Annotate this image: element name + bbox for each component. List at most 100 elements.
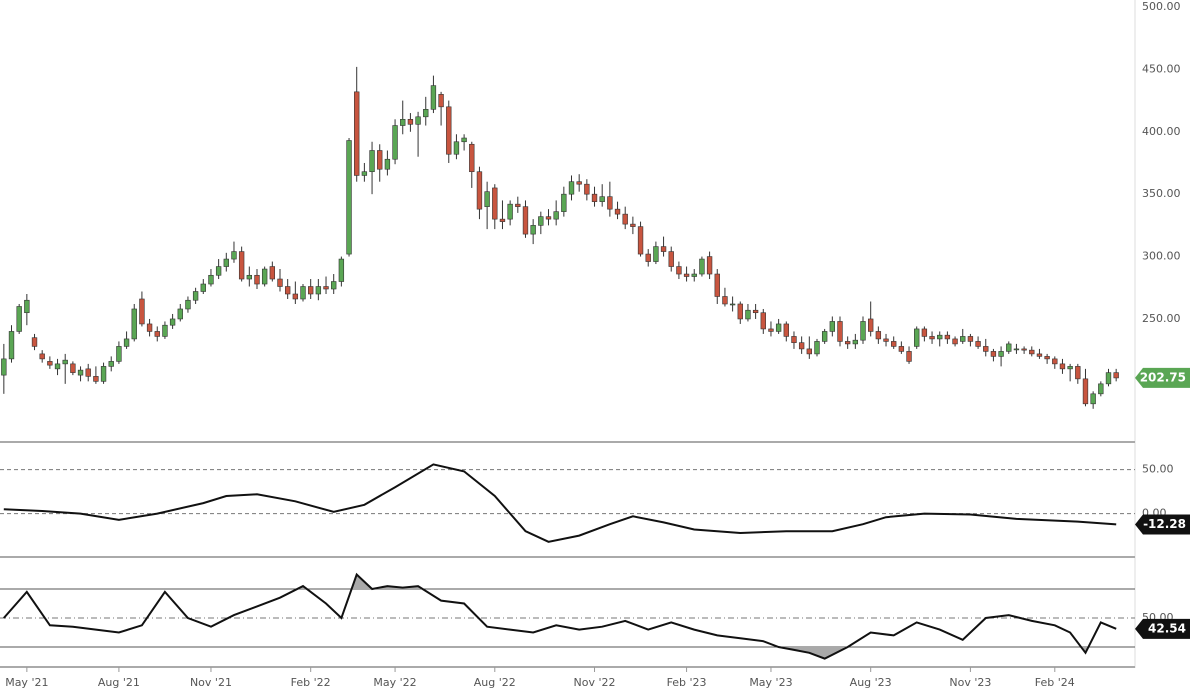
candle-body — [637, 226, 644, 255]
candle-body — [921, 328, 928, 337]
candle-body — [1013, 348, 1020, 351]
candle-body — [706, 256, 713, 275]
candle-body — [461, 137, 467, 143]
candle-body — [929, 336, 935, 340]
candle-body — [998, 351, 1004, 357]
candle-body — [315, 286, 322, 295]
y-tick-label: 500.00 — [1142, 0, 1181, 13]
candle-body — [599, 196, 605, 202]
candle-body — [123, 338, 130, 347]
candle-body — [553, 211, 559, 220]
candle-body — [798, 342, 805, 350]
candle-body — [415, 116, 421, 125]
candle-body — [683, 273, 690, 277]
candle-body — [185, 299, 191, 310]
candle-body — [852, 339, 859, 345]
candle-body — [507, 203, 513, 220]
indicator-line — [3, 463, 1117, 543]
candle-body — [377, 150, 383, 170]
x-tick-label: Aug '21 — [98, 676, 140, 689]
candle-body — [1105, 372, 1112, 385]
candle-body — [47, 361, 53, 366]
candle-body — [269, 266, 276, 280]
candle-body — [430, 85, 437, 110]
candle-body — [208, 274, 214, 285]
candle-body — [62, 359, 68, 365]
candle-body — [1082, 378, 1089, 405]
x-tick-label: Nov '22 — [574, 676, 616, 689]
candle-body — [960, 336, 966, 342]
candle-body — [1006, 343, 1012, 352]
candle-body — [645, 253, 651, 262]
candle-body — [860, 321, 866, 341]
candle-body — [530, 225, 536, 235]
candle-body — [691, 273, 697, 277]
candle-body — [139, 298, 145, 325]
x-tick-label: Aug '22 — [474, 676, 516, 689]
candle-body — [614, 208, 621, 215]
candle-body — [1029, 349, 1035, 355]
candle-body — [492, 187, 498, 220]
candle-body — [116, 346, 122, 362]
candle-body — [538, 216, 544, 226]
candle-body — [898, 346, 905, 352]
candle-body — [215, 266, 222, 276]
candle-body — [653, 246, 659, 262]
y-tick-label: 350.00 — [1142, 187, 1181, 200]
y-tick-label: 300.00 — [1142, 250, 1181, 263]
last-value-tag — [1135, 514, 1190, 535]
candle-body — [829, 321, 836, 332]
candle-body — [699, 258, 705, 275]
candle-body — [469, 143, 475, 173]
candle-body — [407, 118, 414, 125]
candle-body — [937, 334, 943, 340]
candle-body — [660, 246, 667, 252]
candle-body — [476, 171, 483, 210]
candle-body — [93, 376, 99, 382]
candle-body — [906, 351, 912, 362]
candle-body — [254, 274, 260, 285]
candle-body — [331, 281, 337, 290]
candle-body — [875, 331, 882, 340]
candle-body — [745, 309, 751, 320]
candle-body — [177, 308, 183, 320]
candle-body — [16, 306, 22, 332]
x-tick-label: Nov '23 — [949, 676, 991, 689]
candle-body — [238, 251, 245, 280]
candle-body — [983, 346, 989, 352]
candle-body — [323, 286, 329, 290]
candle-body — [1075, 366, 1081, 380]
candle-body — [607, 196, 613, 210]
candle-body — [576, 181, 582, 185]
candle-body — [522, 206, 529, 235]
candle-body — [292, 293, 299, 300]
candle-body — [484, 191, 490, 207]
candle-body — [561, 193, 567, 212]
candle-body — [338, 258, 345, 282]
candle-body — [31, 337, 38, 347]
last-value-label: 202.75 — [1140, 370, 1186, 384]
candle-body — [630, 223, 636, 227]
candle-body — [100, 366, 107, 382]
candle-body — [1098, 383, 1104, 395]
y-tick-label: 250.00 — [1142, 312, 1181, 325]
x-tick-label: May '22 — [373, 676, 416, 689]
candle-body — [1, 358, 7, 376]
candle-body — [1036, 353, 1043, 357]
x-tick-label: May '23 — [749, 676, 792, 689]
candle-body — [162, 324, 168, 337]
candle-body — [914, 328, 920, 347]
candle-body — [77, 369, 84, 376]
candle-body — [752, 309, 759, 314]
candle-body — [354, 91, 360, 176]
candle-body — [423, 109, 429, 118]
candle-body — [515, 203, 521, 207]
oversold-fill — [3, 647, 1117, 659]
candle-body — [499, 218, 506, 222]
candle-body — [545, 216, 552, 220]
last-value-label: 42.54 — [1148, 621, 1186, 635]
candle-body — [1059, 363, 1066, 370]
candle-body — [775, 323, 782, 332]
x-tick-label: Nov '21 — [190, 676, 232, 689]
